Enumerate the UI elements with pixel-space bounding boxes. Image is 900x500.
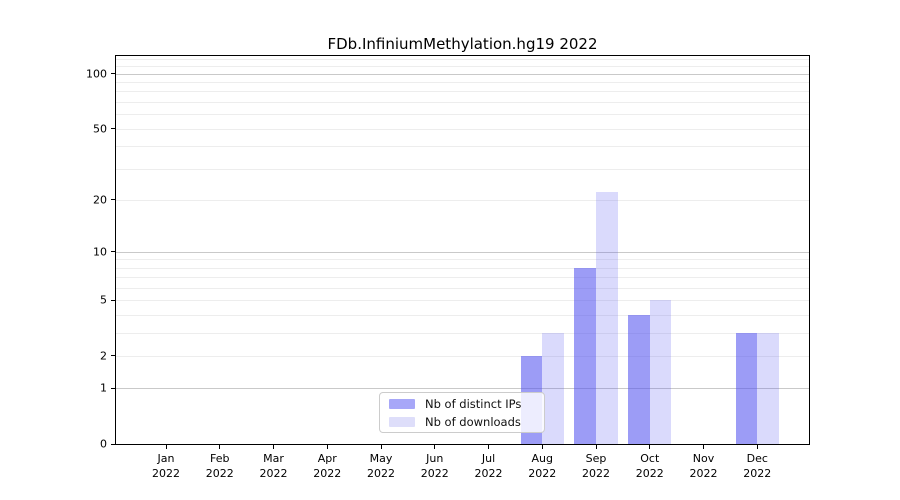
x-tick-mark-nov [703,444,704,449]
x-tick-label-jun: Jun 2022 [420,452,449,480]
bar-nb-of-downloads-dec [757,332,779,444]
y-tick-label: 5 [100,293,107,307]
y-tick-mark [111,251,115,253]
x-tick-sublabel: 2022 [152,467,180,480]
x-tick-mark-feb [219,444,221,449]
x-tick-mark-sep [595,444,597,449]
x-tick-mark-jul [488,444,489,449]
plot-area: 0 1 2 5 10 20 50 100 Jan 2022 Feb 2022 Mar 2022 Apr 202… [86,55,810,480]
y-tick-label: 50 [93,122,107,136]
y-gridline [116,146,809,148]
y-tick-label: 20 [93,193,107,207]
x-tick-mark-dec [756,444,758,449]
x-tick-sublabel: 2022 [474,467,503,480]
y-gridline [116,102,809,104]
x-tick-sublabel: 2022 [313,467,342,480]
legend: Nb of distinct IPs Nb of downloads [379,392,545,433]
x-tick-label-nov: Nov 2022 [689,452,718,480]
y-gridline [116,259,809,261]
y-gridline [116,300,809,302]
x-tick-label-sep: Sep 2022 [582,452,610,480]
legend-swatch-distinct-ips [389,398,415,409]
x-tick-label-feb: Feb 2022 [205,452,234,480]
bar-nb-of-downloads-sep [596,192,618,444]
legend-label-downloads: Nb of downloads [425,414,521,429]
y-gridline [116,82,809,84]
y-tick-mark [111,443,115,445]
y-gridline [116,267,809,269]
x-tick-sublabel: 2022 [367,467,395,480]
y-tick-mark [111,128,115,130]
x-tick-mark-apr [326,444,328,449]
x-tick-label-jul: Jul 2022 [474,452,503,480]
y-tick-mark [111,73,115,75]
y-gridline [116,355,809,357]
legend-swatch-downloads [389,416,415,427]
bar-nb-of-distinct-ips-dec [735,332,758,444]
legend-item-distinct-ips: Nb of distinct IPs [389,397,535,411]
x-tick-label-apr: Apr 2022 [313,452,342,480]
y-gridline-decade [116,388,809,390]
x-tick-label-jan: Jan 2022 [152,452,180,480]
y-gridline [116,91,809,93]
y-gridline [116,314,809,316]
x-tick-sublabel: 2022 [259,467,288,480]
y-gridline [116,66,809,68]
y-tick-mark [111,199,115,201]
x-tick-sublabel: 2022 [635,467,664,480]
y-tick-label: 1 [100,381,107,395]
x-tick-label-aug: Aug 2022 [528,452,557,480]
x-tick-label-oct: Oct 2022 [635,452,664,480]
y-gridline-decade [116,251,809,253]
bar-nb-of-downloads-oct [649,300,672,444]
x-tick-mark-oct [649,444,651,449]
x-tick-mark-may [380,444,382,449]
y-tick-label: 10 [93,245,107,259]
x-tick-sublabel: 2022 [420,467,449,480]
y-gridline [116,199,809,201]
bar-nb-of-distinct-ips-oct [628,314,650,444]
y-tick-mark [111,299,115,301]
y-gridline-decade [116,73,809,75]
y-tick-label: 0 [100,437,107,451]
bar-nb-of-downloads-aug [542,332,564,444]
x-tick-sublabel: 2022 [205,467,234,480]
y-gridline [116,277,809,279]
y-tick-mark [111,387,115,389]
y-gridline [116,128,809,130]
y-gridline [116,168,809,170]
x-tick-sublabel: 2022 [689,467,718,480]
x-tick-sublabel: 2022 [528,467,557,480]
y-gridline [116,332,809,334]
x-tick-sublabel: 2022 [582,467,610,480]
chart-title: FDb.InfiniumMethylation.hg19 2022 [327,35,598,53]
y-tick-label: 100 [86,67,107,81]
x-tick-sublabel: 2022 [743,467,772,480]
x-tick-label-mar: Mar 2022 [259,452,288,480]
x-tick-label-dec: Dec 2022 [743,452,772,480]
bar-nb-of-distinct-ips-sep [574,267,596,444]
x-tick-mark-mar [273,444,274,449]
legend-item-downloads: Nb of downloads [389,415,535,429]
y-tick-mark [111,355,115,357]
y-tick-label: 2 [100,349,107,363]
x-tick-mark-jun [434,444,436,449]
x-tick-mark-aug [541,444,543,449]
y-gridline [116,287,809,289]
x-tick-mark-jan [165,444,167,449]
legend-label-distinct-ips: Nb of distinct IPs [425,396,522,411]
x-tick-label-may: May 2022 [367,452,395,480]
y-gridline [116,59,809,61]
y-gridline [116,114,809,116]
